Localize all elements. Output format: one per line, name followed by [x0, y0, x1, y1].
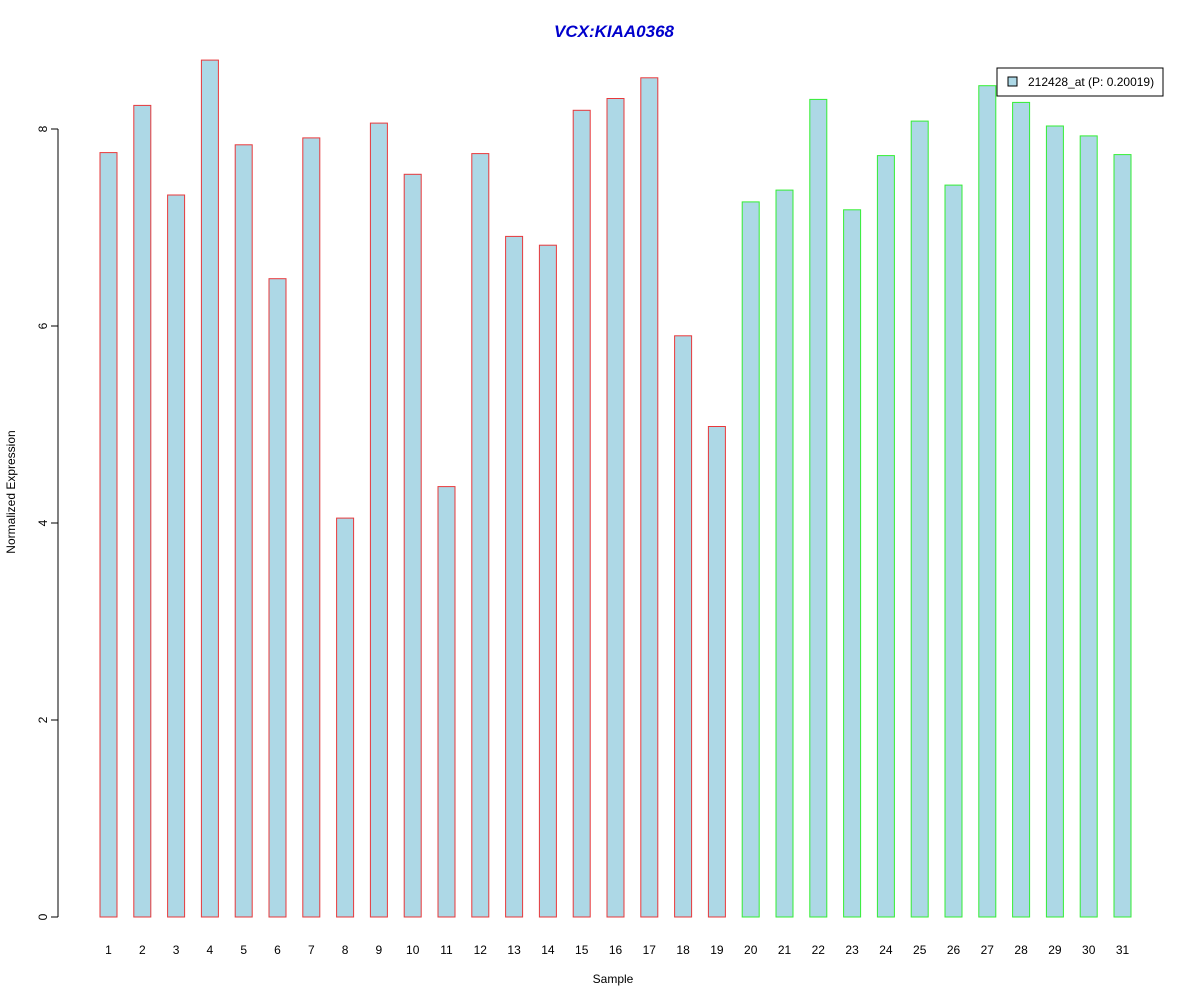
- bar-sample-10: [403, 173, 422, 918]
- bar-sample-5: [234, 144, 253, 918]
- bar-sample-17: [640, 77, 659, 918]
- x-tick-label-15: 15: [575, 943, 589, 957]
- x-tick-label-10: 10: [406, 943, 420, 957]
- y-tick-label: 6: [36, 322, 50, 329]
- x-tick-label-9: 9: [376, 943, 383, 957]
- x-tick-label-2: 2: [139, 943, 146, 957]
- legend-swatch: [1007, 76, 1018, 87]
- x-tick-labels: 1 2 3 4 5 6 7 8 9 10 11 12 13 14 15 16 17 18 19 20 21 22 23 24 2…: [105, 943, 1129, 957]
- bar-sample-14: [538, 244, 557, 918]
- bar-sample-9: [369, 122, 388, 918]
- y-tick-label: 4: [36, 519, 50, 526]
- bar-sample-1: [99, 152, 118, 918]
- bars-group: [99, 59, 1132, 918]
- bar-sample-13: [505, 235, 524, 918]
- bar-sample-28: [1012, 101, 1031, 918]
- bar-sample-25: [910, 120, 929, 918]
- bar-sample-16: [606, 98, 625, 918]
- bar-sample-15: [572, 109, 591, 918]
- x-tick-label-28: 28: [1014, 943, 1028, 957]
- x-tick-label-1: 1: [105, 943, 112, 957]
- legend-label: 212428_at (P: 0.20019): [1028, 75, 1154, 89]
- x-tick-label-5: 5: [240, 943, 247, 957]
- x-tick-label-29: 29: [1048, 943, 1062, 957]
- bar-sample-26: [944, 184, 963, 918]
- x-tick-label-11: 11: [440, 943, 453, 957]
- bar-sample-4: [200, 59, 219, 918]
- x-tick-label-24: 24: [879, 943, 893, 957]
- bar-sample-18: [674, 335, 693, 918]
- x-tick-label-13: 13: [507, 943, 521, 957]
- bar-sample-27: [978, 85, 997, 918]
- x-tick-label-22: 22: [812, 943, 826, 957]
- x-tick-label-4: 4: [207, 943, 214, 957]
- x-tick-label-27: 27: [981, 943, 995, 957]
- bar-sample-31: [1113, 154, 1132, 918]
- x-tick-label-6: 6: [274, 943, 281, 957]
- x-tick-label-3: 3: [173, 943, 180, 957]
- legend: 212428_at (P: 0.20019): [996, 67, 1164, 97]
- bar-sample-19: [707, 426, 726, 918]
- x-tick-label-18: 18: [676, 943, 690, 957]
- x-tick-label-17: 17: [643, 943, 657, 957]
- bar-sample-22: [809, 98, 828, 918]
- bar-sample-6: [268, 278, 287, 918]
- x-tick-label-21: 21: [778, 943, 792, 957]
- y-axis-title: Normalized Expression: [4, 430, 18, 553]
- x-tick-label-30: 30: [1082, 943, 1096, 957]
- legend-box: [996, 67, 1164, 97]
- x-tick-label-19: 19: [710, 943, 724, 957]
- x-tick-label-26: 26: [947, 943, 961, 957]
- bar-sample-2: [133, 104, 152, 918]
- bar-sample-12: [471, 153, 490, 918]
- bar-sample-23: [843, 209, 862, 918]
- x-tick-label-12: 12: [474, 943, 488, 957]
- y-tick-label: 0: [36, 913, 50, 920]
- y-tick-label: 8: [36, 125, 50, 132]
- bar-sample-3: [167, 194, 186, 918]
- y-tick-label: 2: [36, 716, 50, 723]
- bar-sample-11: [437, 486, 456, 918]
- x-tick-label-20: 20: [744, 943, 758, 957]
- y-axis: 0 2 4 6 8: [36, 125, 59, 920]
- bar-sample-30: [1079, 135, 1098, 918]
- x-tick-label-31: 31: [1116, 943, 1130, 957]
- bar-sample-21: [775, 189, 794, 918]
- x-tick-label-23: 23: [845, 943, 859, 957]
- chart-title: VCX:KIAA0368: [554, 22, 675, 41]
- bar-sample-7: [302, 137, 321, 918]
- x-tick-label-16: 16: [609, 943, 623, 957]
- bar-sample-20: [741, 201, 760, 918]
- bar-sample-24: [876, 155, 895, 918]
- bar-sample-29: [1045, 125, 1064, 918]
- x-tick-label-14: 14: [541, 943, 555, 957]
- x-tick-label-25: 25: [913, 943, 927, 957]
- bar-sample-8: [336, 517, 355, 918]
- x-tick-label-7: 7: [308, 943, 315, 957]
- x-tick-label-8: 8: [342, 943, 349, 957]
- x-axis-title: Sample: [593, 972, 634, 986]
